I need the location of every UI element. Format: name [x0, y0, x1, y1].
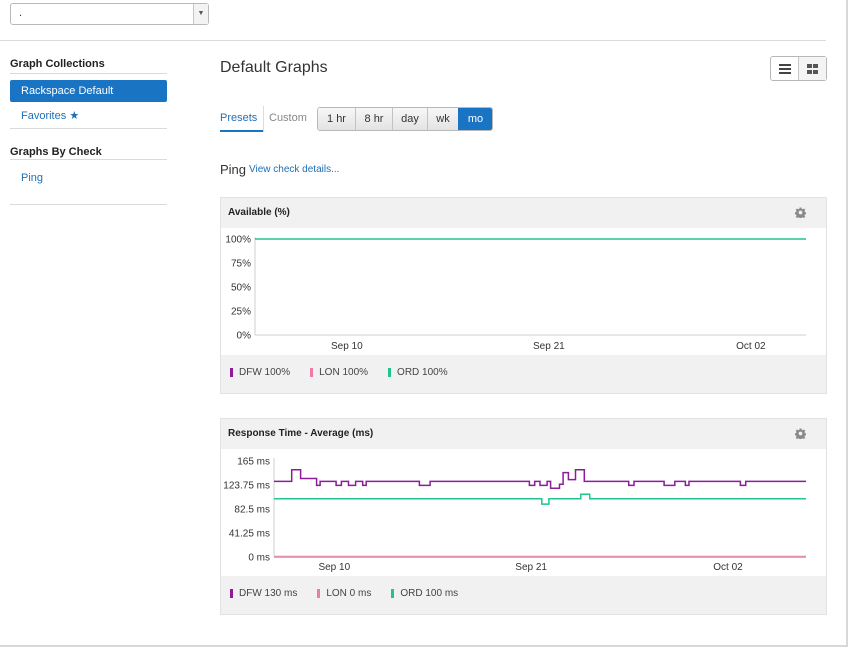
sidebar-divider	[10, 159, 167, 160]
legend-swatch	[230, 368, 233, 377]
legend-label: LON 100%	[319, 367, 369, 378]
graph-title: Available (%)	[228, 207, 290, 218]
legend-item-lon: LON 0 ms	[317, 588, 371, 599]
chevron-down-icon[interactable]: ▼	[193, 4, 208, 24]
legend-label: ORD 100%	[397, 367, 448, 378]
star-icon: ★	[69, 110, 80, 122]
sidebar-divider	[10, 128, 167, 129]
range-day-button[interactable]: day	[392, 108, 427, 130]
legend-swatch	[391, 589, 395, 598]
graph-panel-response-time: Response Time - Average (ms) 165 ms 123.7…	[220, 418, 827, 615]
range-8hr-button[interactable]: 8 hr	[355, 108, 392, 130]
graph-panel-available: Available (%) 100% 75% 50% 25% 0% Sep 10 Sep 2…	[220, 197, 827, 394]
y-tick-label: 41.25 ms	[229, 529, 270, 540]
y-tick-label: 82.5 ms	[234, 505, 270, 516]
window-bottom-edge	[0, 645, 848, 647]
gear-icon[interactable]	[795, 207, 806, 218]
favorites-label: Favorites	[21, 110, 67, 122]
legend-item-dfw: DFW 100%	[230, 367, 290, 378]
sidebar-item-rackspace-default[interactable]: Rackspace Default	[10, 80, 167, 102]
y-tick-label: 165 ms	[237, 457, 270, 468]
series-line-ord	[274, 493, 806, 505]
active-tab-indicator	[220, 130, 263, 132]
legend-label: ORD 100 ms	[400, 588, 459, 599]
range-1hr-button[interactable]: 1 hr	[318, 108, 355, 130]
window-right-edge	[846, 0, 848, 647]
y-tick-label: 0%	[237, 331, 252, 342]
x-tick-label: Oct 02	[736, 341, 766, 352]
tab-custom[interactable]: Custom	[269, 112, 307, 124]
y-tick-label: 25%	[231, 307, 251, 318]
header-divider	[0, 40, 826, 41]
legend-label: DFW 100%	[239, 367, 291, 378]
grid-view-icon	[807, 63, 818, 74]
chart-legend: DFW 130 ms LON 0 ms ORD 100 ms	[230, 588, 478, 599]
gear-icon[interactable]	[795, 428, 806, 439]
range-mo-button[interactable]: mo	[458, 108, 492, 130]
range-wk-button[interactable]: wk	[427, 108, 458, 130]
x-tick-label: Sep 21	[533, 341, 565, 352]
y-tick-label: 50%	[231, 283, 251, 294]
x-tick-label: Sep 10	[331, 341, 363, 352]
sidebar-item-favorites[interactable]: Favorites ★	[21, 109, 79, 122]
sidebar-divider	[10, 73, 167, 74]
legend-swatch	[310, 368, 314, 377]
series-line-dfw	[274, 468, 806, 490]
grid-view-button[interactable]	[798, 57, 826, 80]
check-name: Ping	[220, 162, 247, 177]
y-tick-label: 0 ms	[248, 553, 270, 564]
legend-swatch	[317, 589, 321, 598]
view-toggle	[770, 56, 827, 81]
legend-label: DFW 130 ms	[239, 588, 298, 599]
x-tick-label: Sep 21	[515, 562, 547, 573]
tab-presets[interactable]: Presets	[220, 112, 258, 124]
account-select-value: .	[19, 7, 23, 19]
graph-collections-heading: Graph Collections	[10, 58, 105, 70]
x-tick-label: Oct 02	[713, 562, 743, 573]
legend-item-lon: LON 100%	[310, 367, 368, 378]
legend-swatch	[388, 368, 392, 377]
time-range-selector: 1 hr 8 hr day wk mo	[317, 107, 493, 131]
y-tick-label: 123.75 ms	[223, 481, 270, 492]
legend-label: LON 0 ms	[326, 588, 372, 599]
graphs-by-check-heading: Graphs By Check	[10, 146, 102, 158]
sidebar-divider	[10, 204, 167, 205]
y-tick-label: 75%	[231, 259, 251, 270]
page-title: Default Graphs	[220, 59, 328, 76]
view-check-details-link[interactable]: View check details...	[249, 164, 340, 175]
legend-item-ord: ORD 100 ms	[391, 588, 458, 599]
available-chart: 100% 75% 50% 25% 0% Sep 10 Sep 21 Oct 02	[225, 235, 806, 352]
sidebar-item-ping[interactable]: Ping	[21, 172, 44, 184]
chart-legend: DFW 100% LON 100% ORD 100%	[230, 367, 468, 378]
tab-separator	[263, 106, 264, 132]
legend-item-ord: ORD 100%	[388, 367, 448, 378]
account-select[interactable]: . ▼	[10, 3, 209, 25]
list-view-button[interactable]	[771, 57, 798, 80]
graph-title: Response Time - Average (ms)	[228, 428, 374, 439]
response-time-chart: 165 ms 123.75 ms 82.5 ms 41.25 ms 0 ms Sep 10…	[223, 457, 806, 573]
legend-swatch	[230, 589, 233, 598]
x-tick-label: Sep 10	[318, 562, 350, 573]
y-tick-label: 100%	[225, 235, 251, 246]
legend-item-dfw: DFW 130 ms	[230, 588, 297, 599]
list-view-icon	[778, 63, 791, 74]
